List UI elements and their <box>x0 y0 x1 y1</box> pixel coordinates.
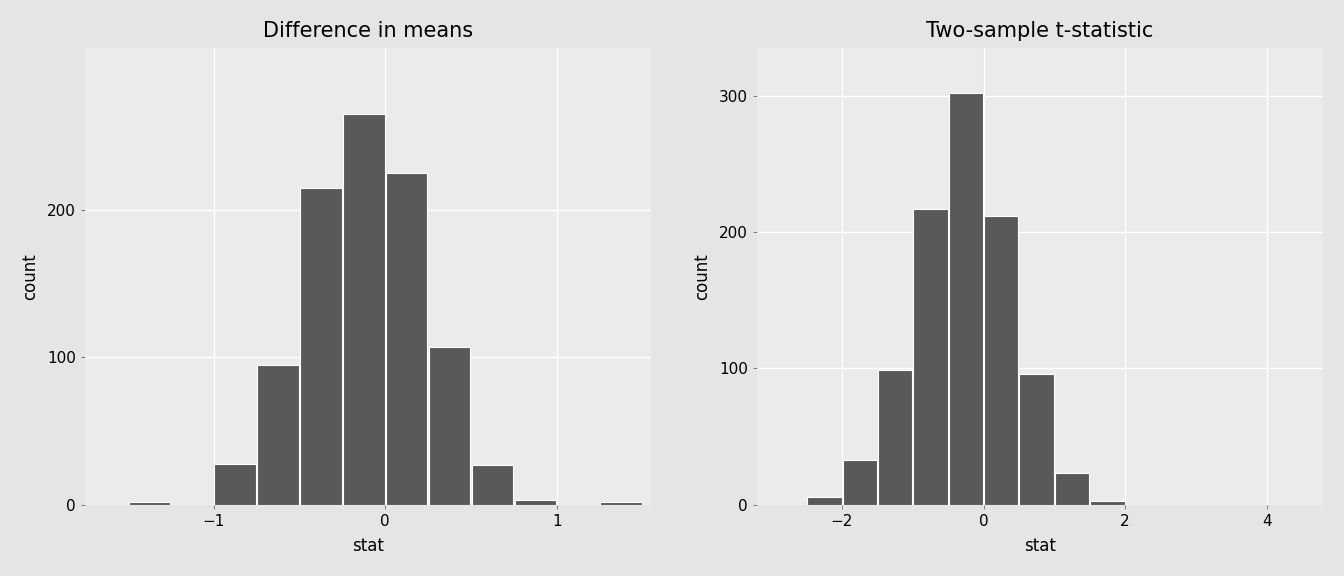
Bar <box>914 209 948 505</box>
Title: Two-sample t-statistic: Two-sample t-statistic <box>926 21 1154 41</box>
X-axis label: stat: stat <box>1024 537 1056 555</box>
Bar <box>949 93 982 505</box>
Bar <box>601 502 642 505</box>
Bar <box>214 464 255 505</box>
Bar <box>300 188 341 505</box>
Bar <box>129 502 171 505</box>
Bar <box>843 460 876 505</box>
Bar <box>429 347 470 505</box>
Y-axis label: count: count <box>22 253 39 300</box>
Title: Difference in means: Difference in means <box>263 21 473 41</box>
Bar <box>472 465 513 505</box>
Bar <box>257 365 298 505</box>
X-axis label: stat: stat <box>352 537 384 555</box>
Bar <box>1020 374 1054 505</box>
Bar <box>515 501 556 505</box>
Bar <box>984 215 1019 505</box>
Bar <box>386 173 427 505</box>
Bar <box>808 497 841 505</box>
Y-axis label: count: count <box>692 253 711 300</box>
Bar <box>1055 473 1089 505</box>
Bar <box>343 114 384 505</box>
Bar <box>1090 501 1125 505</box>
Bar <box>878 370 913 505</box>
